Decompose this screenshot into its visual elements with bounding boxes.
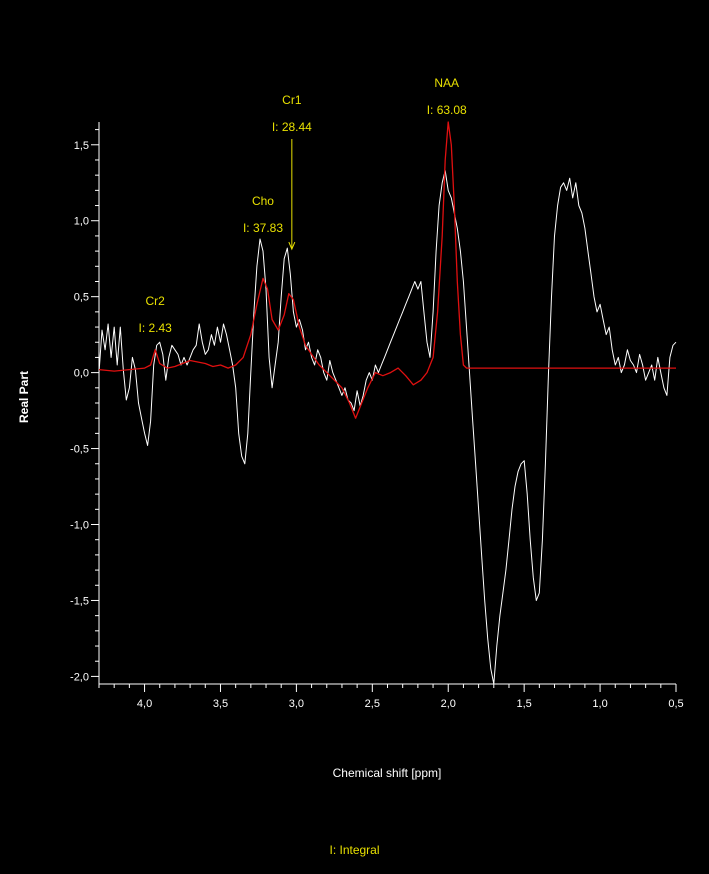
x-tick-label: 1,5 bbox=[517, 698, 532, 710]
x-tick-label: 1,0 bbox=[592, 698, 607, 710]
x-tick-label: 0,5 bbox=[668, 698, 683, 710]
peak-name-naa: NAA bbox=[434, 76, 459, 90]
y-axis-title: Real Part bbox=[17, 371, 31, 423]
y-tick-label: 1,5 bbox=[74, 140, 89, 152]
peak-arrow-head-cr1 bbox=[288, 241, 296, 251]
x-tick-label: 4,0 bbox=[137, 698, 152, 710]
peak-name-cho: Cho bbox=[252, 194, 274, 208]
y-axis-ticks: 1,5 1,0 0,5 0,0 -0,5 -1,0 -1,5 -2,0 bbox=[70, 129, 99, 683]
peak-name-cr1: Cr1 bbox=[282, 93, 302, 107]
x-tick-label: 3,5 bbox=[213, 698, 228, 710]
peak-integral-cho: I: 37.83 bbox=[243, 221, 283, 235]
y-tick-label: -2,0 bbox=[70, 671, 89, 683]
x-axis-title: Chemical shift [ppm] bbox=[333, 766, 442, 780]
y-tick-label: -1,5 bbox=[70, 595, 89, 607]
x-axis-ticks: 4,0 3,5 3,0 2,5 2,0 1,5 1,0 0,5 bbox=[98, 684, 684, 710]
fitted-spectrum-line bbox=[98, 121, 676, 419]
x-tick-label: 3,0 bbox=[289, 698, 304, 710]
integral-legend-note: I: Integral bbox=[329, 843, 380, 857]
y-tick-label: 0,5 bbox=[74, 292, 89, 304]
y-tick-label: -0,5 bbox=[70, 444, 89, 456]
y-tick-label: 1,0 bbox=[74, 216, 89, 228]
y-tick-label: 0,0 bbox=[74, 368, 89, 380]
peak-name-cr2: Cr2 bbox=[146, 294, 166, 308]
measured-spectrum-line bbox=[98, 170, 677, 685]
peak-integral-cr2: I: 2.43 bbox=[139, 321, 173, 335]
y-tick-label: -1,0 bbox=[70, 520, 89, 532]
peak-annotations: Cr2 I: 2.43 Cho I: 37.83 Cr1 I: 28.44 NAA I: 63… bbox=[139, 76, 468, 335]
x-tick-label: 2,5 bbox=[365, 698, 380, 710]
peak-integral-cr1: I: 28.44 bbox=[272, 120, 312, 134]
x-tick-label: 2,0 bbox=[441, 698, 456, 710]
series-layer bbox=[98, 121, 677, 685]
chart-axes bbox=[98, 122, 676, 685]
peak-integral-naa: I: 63.08 bbox=[427, 103, 467, 117]
